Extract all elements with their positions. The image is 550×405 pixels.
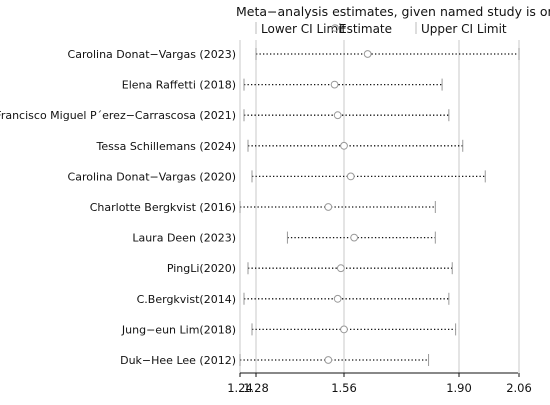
estimate-marker xyxy=(333,111,342,120)
x-tick-label: 1.56 xyxy=(331,381,357,395)
study-label: Jung−eun Lim(2018) xyxy=(121,323,236,336)
estimate-marker xyxy=(330,80,339,89)
study-label: Carolina Donat−Vargas (2020) xyxy=(68,170,236,183)
legend-upper-label: Upper CI Limit xyxy=(421,22,507,36)
study-label: C.Bergkvist(2014) xyxy=(137,293,236,306)
study-label: Laura Deen (2023) xyxy=(132,232,236,245)
x-tick-label: 1.24 xyxy=(227,381,253,395)
legend-estimate-marker xyxy=(331,24,339,32)
estimate-marker xyxy=(333,294,342,303)
estimate-marker xyxy=(350,233,359,242)
study-label: Elena Raffetti (2018) xyxy=(122,79,236,92)
study-label: Tessa Schillemans (2024) xyxy=(96,140,237,153)
legend-lower-label: Lower CI Limit xyxy=(261,22,347,36)
study-label: Carolina Donat−Vargas (2023) xyxy=(68,48,236,61)
x-tick-label: 1.90 xyxy=(446,381,472,395)
x-axis-ticks: 1.241.28 1.56 1.90 2.06 xyxy=(227,373,532,395)
study-label: Francisco Miguel P´erez−Carrascosa (2021… xyxy=(0,109,236,122)
estimate-marker xyxy=(336,264,345,273)
estimate-marker xyxy=(340,325,348,334)
estimate-marker xyxy=(324,203,333,211)
estimate-marker xyxy=(340,141,348,150)
x-tick-label: 2.06 xyxy=(506,381,532,395)
study-label: Duk−Hee Lee (2012) xyxy=(120,354,236,367)
estimate-marker xyxy=(324,356,333,364)
study-label: Charlotte Bergkvist (2016) xyxy=(90,201,236,214)
study-label: PingLi(2020) xyxy=(167,262,236,275)
gridlines xyxy=(239,40,520,373)
estimate-marker xyxy=(346,172,355,181)
chart-title: Meta−analysis estimates, given named stu… xyxy=(236,4,550,19)
legend: Lower CI Limit Estimate Upper CI Limit xyxy=(255,22,507,36)
legend-estimate-label: Estimate xyxy=(339,22,392,36)
x-tick-label: 1.28 xyxy=(243,381,269,395)
estimate-marker xyxy=(363,50,372,58)
study-rows: Carolina Donat−Vargas (2023) Elena Raffet… xyxy=(0,48,520,367)
